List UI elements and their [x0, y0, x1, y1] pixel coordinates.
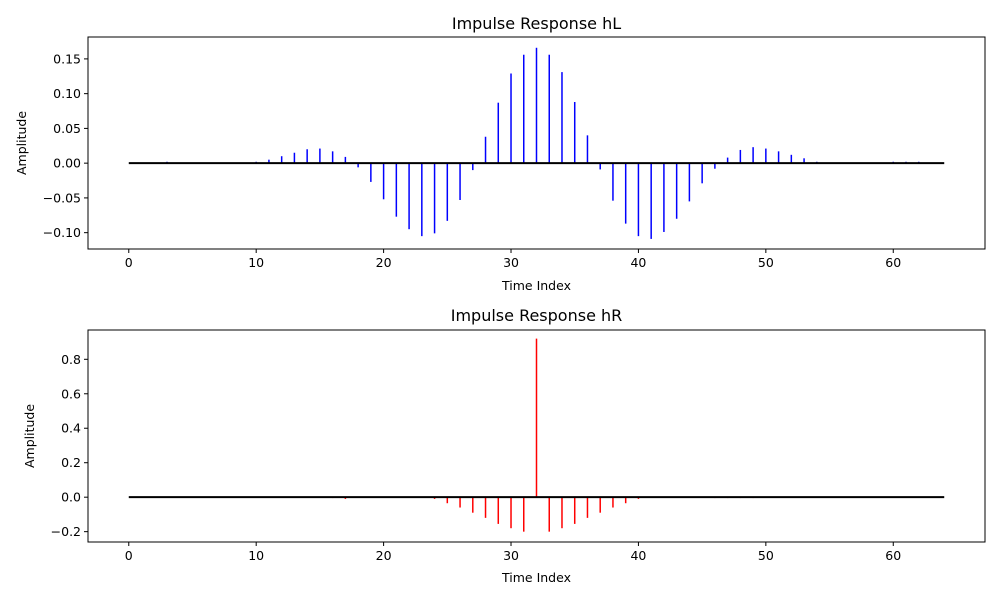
subplot-bottom: Impulse Response hR 0 10 20 30 40 50 60 −0.2 0.0… [22, 306, 986, 585]
top-y-tick-label-4: 0.10 [53, 86, 81, 101]
bottom-y-tick-label-0: −0.2 [51, 524, 81, 539]
top-x-tick-label-50: 50 [758, 255, 774, 270]
bottom-x-tick-label-0: 0 [125, 548, 133, 563]
bottom-y-tick-label-3: 0.4 [61, 421, 81, 436]
subplot-top: Impulse Response hL 0 10 20 30 40 50 60 −0.10 −0… [14, 14, 986, 293]
top-x-tick-label-10: 10 [248, 255, 264, 270]
top-y-tick-label-1: −0.05 [43, 190, 81, 205]
top-x-tick-label-60: 60 [885, 255, 901, 270]
bottom-y-tick-label-5: 0.8 [61, 352, 81, 367]
bottom-y-tick-label-4: 0.6 [61, 386, 81, 401]
top-x-tick-label-30: 30 [503, 255, 519, 270]
bottom-axes-frame [87, 329, 986, 543]
bottom-x-tick-label-20: 20 [376, 548, 392, 563]
top-x-tick-label-0: 0 [125, 255, 133, 270]
bottom-y-axis-label: Amplitude [22, 404, 37, 468]
bottom-x-tick-label-40: 40 [630, 548, 646, 563]
bottom-x-tick-label-30: 30 [503, 548, 519, 563]
top-y-tick-label-5: 0.15 [53, 51, 81, 66]
top-axes-frame [87, 36, 986, 250]
bottom-x-tick-label-10: 10 [248, 548, 264, 563]
bottom-y-tick-label-1: 0.0 [61, 490, 81, 505]
top-x-tick-label-40: 40 [630, 255, 646, 270]
top-x-axis-label: Time Index [501, 278, 571, 293]
top-y-tick-label-0: −0.10 [43, 225, 81, 240]
top-x-tick-label-20: 20 [376, 255, 392, 270]
top-chart-title: Impulse Response hL [452, 14, 621, 33]
top-y-axis-label: Amplitude [14, 111, 29, 175]
bottom-chart-title: Impulse Response hR [451, 306, 623, 325]
top-y-tick-label-3: 0.05 [53, 121, 81, 136]
bottom-x-axis-label: Time Index [501, 570, 571, 585]
bottom-x-tick-label-50: 50 [758, 548, 774, 563]
top-plot-area: 0 10 20 30 40 50 60 −0.10 −0.05 0.00 0.05 0.10 0.15 [43, 47, 945, 270]
bottom-y-tick-label-2: 0.2 [61, 455, 81, 470]
top-y-tick-label-2: 0.00 [53, 156, 81, 171]
bottom-plot-area: 0 10 20 30 40 50 60 −0.2 0.0 0.2 0.4 0.6 0.8 [51, 338, 945, 563]
bottom-x-tick-label-60: 60 [885, 548, 901, 563]
